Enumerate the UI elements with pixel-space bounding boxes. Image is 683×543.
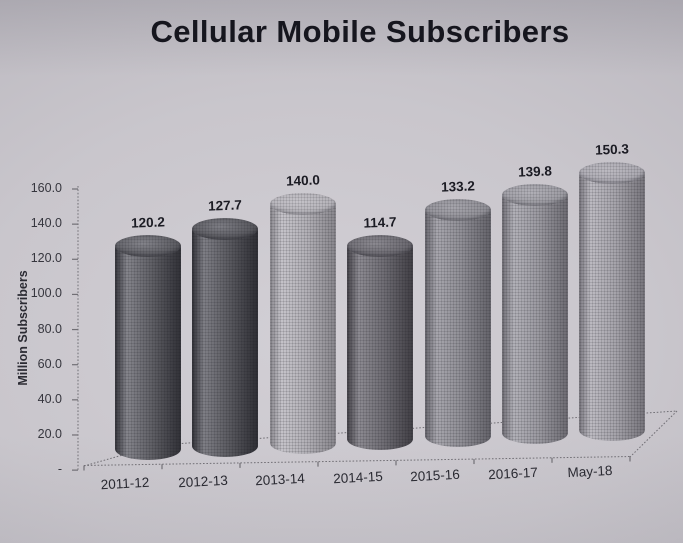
- cylinder-bar-2016-17: [502, 184, 568, 444]
- data-label-may-18: 150.3: [595, 141, 630, 158]
- x-tick-label-2012-13: 2012-13: [177, 472, 228, 491]
- data-label-2013-14: 140.0: [285, 172, 320, 189]
- cylinder-cap: [502, 184, 568, 207]
- y-tick-label: 60.0: [37, 356, 62, 371]
- y-tick-label: 20.0: [37, 426, 62, 441]
- cylinder-cap: [269, 193, 336, 216]
- y-tick-label: -: [57, 462, 62, 477]
- chart-title: Cellular Mobile Subscribers: [150, 14, 570, 49]
- cylinder-cap: [115, 235, 181, 258]
- data-label-2014-15: 114.7: [363, 214, 397, 231]
- y-tick-label: 160.0: [30, 181, 62, 195]
- y-tick-label: 100.0: [30, 286, 62, 301]
- data-label-2015-16: 133.2: [440, 178, 475, 195]
- cylinder-bar-2015-16: [424, 199, 491, 448]
- data-label-2012-13: 127.7: [208, 197, 243, 215]
- cylinder-body: [115, 246, 181, 460]
- data-label-2016-17: 139.8: [517, 163, 553, 180]
- x-tick-label-may-18: May-18: [567, 462, 613, 481]
- cylinder-bar-2014-15: [347, 235, 414, 451]
- cylinder-bar-2011-12: [115, 235, 181, 460]
- cylinder-body: [424, 210, 491, 448]
- x-tick-label-2016-17: 2016-17: [487, 464, 538, 483]
- cylinder-cap: [424, 199, 491, 222]
- x-tick-label-2015-16: 2015-16: [409, 466, 461, 485]
- y-tick-label: 120.0: [30, 251, 62, 266]
- cylinder-bar-2012-13: [192, 218, 259, 457]
- data-label-2011-12: 120.2: [130, 214, 166, 231]
- y-tick-label: 80.0: [37, 321, 62, 336]
- y-axis: [72, 186, 79, 471]
- y-tick-label: 140.0: [30, 216, 62, 231]
- y-tick-label: 40.0: [37, 391, 62, 406]
- cylinder-body: [502, 195, 568, 444]
- cylinder-bar-2013-14: [269, 193, 336, 454]
- cylinder-cap: [192, 218, 259, 241]
- x-tick-label-2013-14: 2013-14: [254, 470, 306, 489]
- cylinder-body: [269, 204, 336, 454]
- cylinder-body: [579, 173, 646, 441]
- cylinder-bar-may-18: [579, 162, 646, 441]
- x-tick-label-2011-12: 2011-12: [100, 474, 150, 493]
- x-tick-label-2014-15: 2014-15: [332, 468, 383, 487]
- cylinder-body: [192, 229, 259, 457]
- cylinder-body: [347, 246, 414, 451]
- cylinder-cap: [579, 162, 646, 185]
- cylinder-cap: [347, 235, 414, 258]
